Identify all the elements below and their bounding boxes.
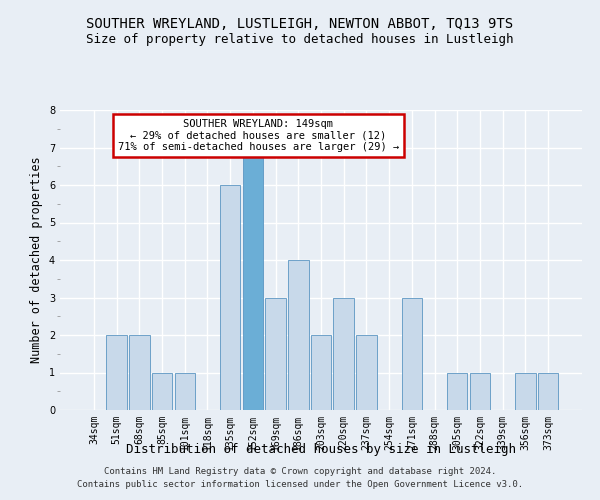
Bar <box>311 335 331 410</box>
Text: SOUTHER WREYLAND, LUSTLEIGH, NEWTON ABBOT, TQ13 9TS: SOUTHER WREYLAND, LUSTLEIGH, NEWTON ABBO… <box>86 18 514 32</box>
Bar <box>152 372 172 410</box>
Text: Size of property relative to detached houses in Lustleigh: Size of property relative to detached ho… <box>86 32 514 46</box>
Bar <box>220 185 241 410</box>
Bar <box>538 372 558 410</box>
Bar <box>447 372 467 410</box>
Bar <box>401 298 422 410</box>
Bar <box>334 298 354 410</box>
Bar <box>356 335 377 410</box>
Bar <box>129 335 149 410</box>
Bar <box>106 335 127 410</box>
Bar <box>288 260 308 410</box>
Bar <box>242 148 263 410</box>
Text: Distribution of detached houses by size in Lustleigh: Distribution of detached houses by size … <box>126 442 516 456</box>
Y-axis label: Number of detached properties: Number of detached properties <box>31 156 43 364</box>
Bar <box>175 372 195 410</box>
Text: Contains public sector information licensed under the Open Government Licence v3: Contains public sector information licen… <box>77 480 523 489</box>
Bar <box>470 372 490 410</box>
Bar <box>265 298 286 410</box>
Text: Contains HM Land Registry data © Crown copyright and database right 2024.: Contains HM Land Registry data © Crown c… <box>104 467 496 476</box>
Bar <box>515 372 536 410</box>
Text: SOUTHER WREYLAND: 149sqm
← 29% of detached houses are smaller (12)
71% of semi-d: SOUTHER WREYLAND: 149sqm ← 29% of detach… <box>118 119 399 152</box>
